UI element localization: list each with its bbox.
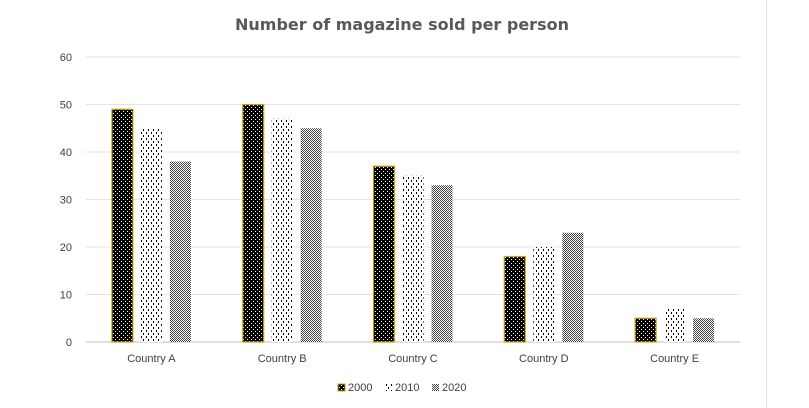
bar-2000-country-e bbox=[634, 317, 657, 343]
legend-label-2020: 2020 bbox=[442, 382, 466, 394]
x-tick-label: Country B bbox=[258, 353, 307, 365]
legend-label-2010: 2010 bbox=[395, 382, 419, 394]
x-axis: Country A Country B Country C Country D Coun… bbox=[127, 353, 699, 365]
x-tick-label: Country C bbox=[388, 353, 438, 365]
y-tick-label: 20 bbox=[60, 242, 72, 254]
bar-2000-country-a bbox=[111, 108, 134, 343]
y-tick-label: 40 bbox=[60, 147, 72, 159]
bar-2010-country-c bbox=[402, 175, 424, 342]
legend-swatch-2020 bbox=[432, 384, 439, 391]
legend-swatch-2010 bbox=[385, 384, 392, 391]
x-tick-label: Country D bbox=[519, 353, 569, 365]
bar-2020-country-b bbox=[300, 128, 322, 342]
x-tick-label: Country A bbox=[127, 353, 176, 365]
bar-2010-country-e bbox=[664, 308, 686, 342]
bar-2000-country-d bbox=[503, 255, 526, 343]
bar-2020-country-a bbox=[169, 161, 191, 342]
legend: 2000 2010 2020 bbox=[337, 382, 466, 394]
bar-2020-country-c bbox=[431, 185, 453, 342]
bar-2010-country-b bbox=[271, 118, 293, 342]
bar-2010-country-d bbox=[533, 247, 555, 342]
y-tick-label: 0 bbox=[66, 337, 72, 349]
x-tick-label: Country E bbox=[650, 353, 699, 365]
y-tick-label: 10 bbox=[60, 290, 72, 302]
bar-2000-country-b bbox=[242, 103, 265, 343]
y-tick-label: 30 bbox=[60, 195, 72, 207]
legend-label-2000: 2000 bbox=[348, 382, 372, 394]
gridlines bbox=[86, 56, 740, 343]
bar-2020-country-d bbox=[562, 232, 584, 342]
bar-2000-country-c bbox=[372, 165, 396, 343]
chart-right-border bbox=[766, 0, 767, 408]
bar-2020-country-e bbox=[693, 318, 715, 342]
chart-title: Number of magazine sold per person bbox=[235, 15, 569, 34]
bars bbox=[111, 103, 715, 343]
legend-swatch-2000 bbox=[337, 383, 346, 392]
y-tick-label: 60 bbox=[60, 52, 72, 64]
bar-2010-country-a bbox=[140, 128, 162, 342]
y-axis: 0 10 20 30 40 50 60 bbox=[60, 52, 72, 349]
y-tick-label: 50 bbox=[60, 100, 72, 112]
